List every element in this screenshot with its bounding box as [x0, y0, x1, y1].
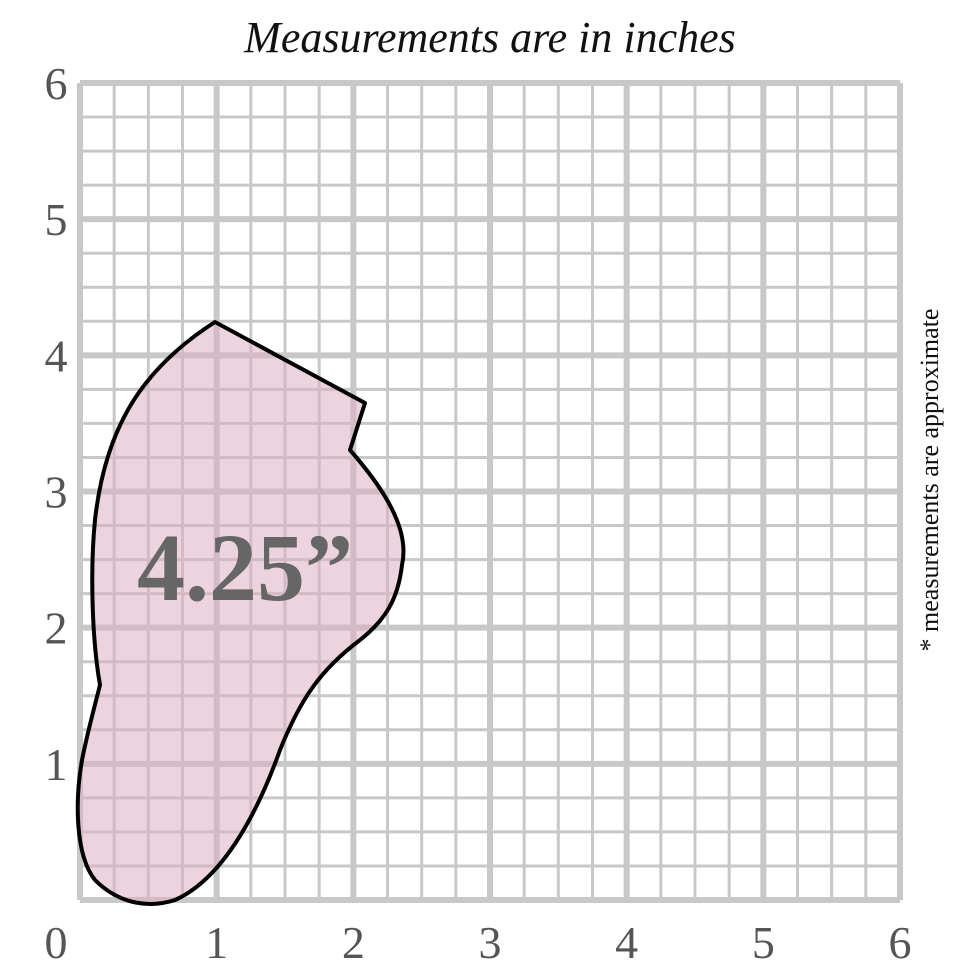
y-axis-label: 6: [45, 58, 68, 109]
note: * measurements are approximate: [915, 309, 944, 652]
axis-labels: 0 1 2 3 4 5 6 1 2 3 4 5 6: [45, 58, 912, 968]
y-axis-label: 4: [45, 330, 68, 381]
x-axis-label: 1: [205, 917, 228, 968]
x-axis-label: 3: [479, 917, 502, 968]
x-axis-label: 2: [342, 917, 365, 968]
shape-label: 4.25”: [137, 514, 353, 621]
y-axis-label: 1: [45, 739, 68, 790]
x-axis-label: 6: [889, 917, 912, 968]
x-axis-label: 5: [752, 917, 775, 968]
x-axis-label: 4: [615, 917, 638, 968]
y-axis-label: 3: [45, 467, 68, 518]
y-axis-label: 5: [45, 194, 68, 245]
x-axis-label: 0: [45, 917, 68, 968]
title: Measurements are in inches: [243, 13, 736, 62]
y-axis-label: 2: [45, 603, 68, 654]
shape: [75, 320, 406, 906]
